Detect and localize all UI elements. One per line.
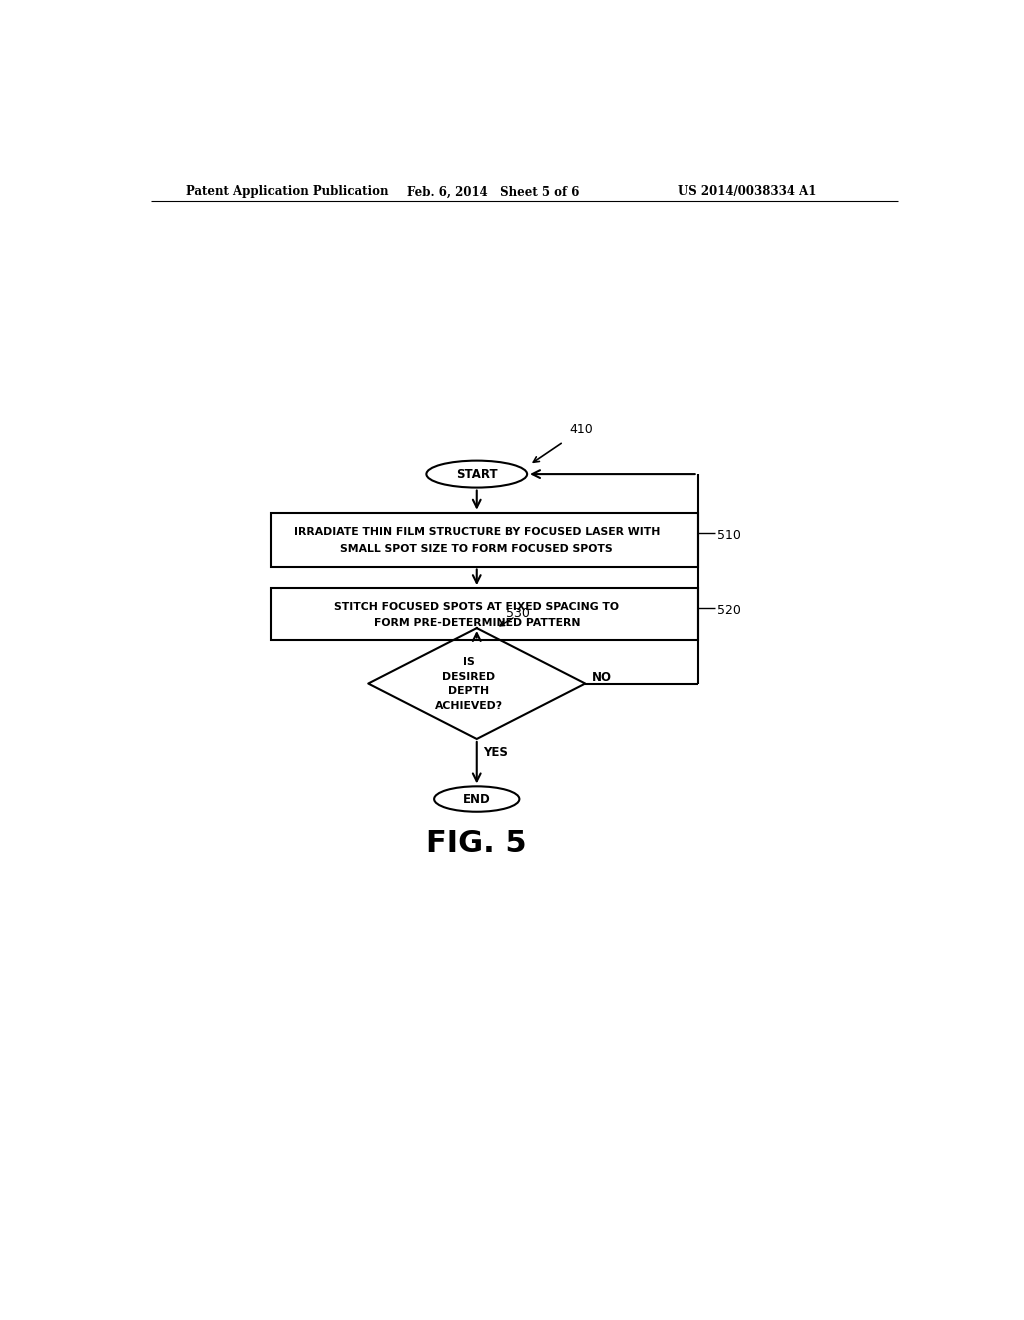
Text: START: START [456,467,498,480]
Text: YES: YES [483,746,508,759]
Text: 530: 530 [506,607,530,620]
Text: US 2014/0038334 A1: US 2014/0038334 A1 [678,185,816,198]
Text: 510: 510 [717,529,741,543]
Text: Patent Application Publication: Patent Application Publication [186,185,389,198]
Text: IRRADIATE THIN FILM STRUCTURE BY FOCUSED LASER WITH: IRRADIATE THIN FILM STRUCTURE BY FOCUSED… [294,527,659,537]
Text: DESIRED: DESIRED [442,672,496,681]
Text: FIG. 5: FIG. 5 [426,829,527,858]
Text: END: END [463,792,490,805]
Text: 410: 410 [569,422,594,436]
Text: DEPTH: DEPTH [449,686,489,696]
Text: ACHIEVED?: ACHIEVED? [435,701,503,711]
Bar [271,512,697,566]
Text: NO: NO [592,671,611,684]
Text: SMALL SPOT SIZE TO FORM FOCUSED SPOTS: SMALL SPOT SIZE TO FORM FOCUSED SPOTS [340,544,613,554]
Text: 520: 520 [717,603,741,616]
Bar [271,589,697,640]
Text: FORM PRE-DETERMINED PATTERN: FORM PRE-DETERMINED PATTERN [374,619,580,628]
Text: Feb. 6, 2014   Sheet 5 of 6: Feb. 6, 2014 Sheet 5 of 6 [407,185,580,198]
Text: STITCH FOCUSED SPOTS AT FIXED SPACING TO: STITCH FOCUSED SPOTS AT FIXED SPACING TO [334,602,620,612]
Text: IS: IS [463,657,475,667]
